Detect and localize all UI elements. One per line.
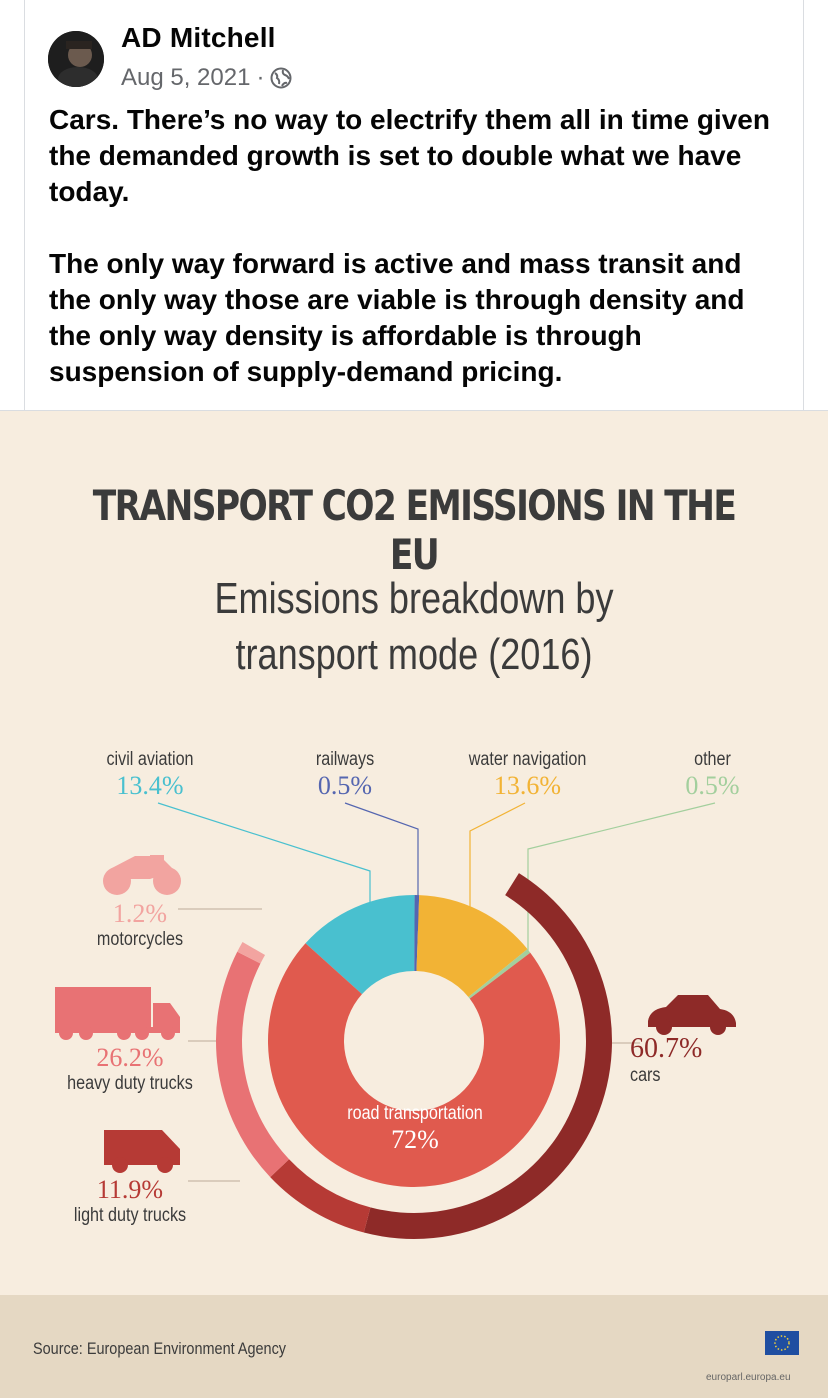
post-body: Cars. There’s no way to electrify them a… — [49, 102, 789, 426]
chart-subtitle-line: transport mode (2016) — [235, 630, 593, 679]
heavy-truck-icon — [55, 987, 180, 1040]
outer-ring — [215, 873, 613, 1239]
label-name: light duty trucks — [73, 1205, 187, 1226]
ring-heavy-duty-trucks — [215, 951, 290, 1178]
globe-icon[interactable] — [270, 67, 292, 89]
post-meta: Aug 5, 2021 · — [121, 64, 292, 92]
author-name[interactable]: AD Mitchell — [121, 22, 276, 53]
label-pct: 1.2% — [112, 899, 168, 928]
label-civil-aviation: civil aviation 13.4% — [88, 749, 212, 801]
label-motorcycles: 1.2% motorcycles — [80, 899, 200, 951]
label-pct: 0.5% — [685, 771, 740, 800]
source-text: Source: European Environment Agency — [33, 1339, 287, 1358]
slice-railways — [414, 895, 420, 972]
label-road-transportation: road transportation 72% — [320, 1103, 510, 1155]
ring-motorcycles — [237, 942, 266, 964]
label-other: other 0.5% — [660, 749, 765, 801]
light-truck-icon — [104, 1130, 180, 1173]
label-railways: railways 0.5% — [290, 749, 400, 801]
label-pct: 13.4% — [116, 771, 184, 800]
site-url: europarl.europa.eu — [706, 1372, 791, 1383]
label-name: cars — [630, 1065, 661, 1086]
slice-road-transportation — [268, 943, 560, 1187]
label-pct: 72% — [391, 1125, 439, 1154]
ring-light-duty-trucks — [270, 1159, 371, 1233]
infographic-footer — [0, 1295, 828, 1398]
label-name: other — [694, 749, 731, 770]
label-pct: 26.2% — [96, 1043, 164, 1072]
label-heavy-duty-trucks: 26.2% heavy duty trucks — [45, 1043, 215, 1095]
label-name: motorcycles — [96, 929, 184, 950]
label-name: civil aviation — [106, 749, 194, 770]
inner-donut — [268, 895, 560, 1187]
label-cars: 60.7% cars — [630, 1033, 750, 1087]
label-pct: 0.5% — [317, 771, 373, 800]
label-name: water navigation — [468, 749, 587, 770]
label-name: heavy duty trucks — [67, 1073, 193, 1094]
chart-subtitle-line: Emissions breakdown by — [214, 574, 614, 623]
slice-civil-aviation — [305, 895, 415, 995]
label-name: road transportation — [347, 1103, 483, 1124]
label-pct: 13.6% — [493, 771, 562, 800]
label-water-navigation: water navigation 13.6% — [455, 749, 600, 801]
label-name: railways — [315, 749, 375, 770]
donut-chart — [55, 802, 736, 1239]
car-icon — [648, 995, 736, 1035]
divider — [0, 410, 828, 411]
post-paragraph: The only way forward is active and mass … — [49, 248, 745, 387]
eu-flag-icon — [765, 1331, 799, 1355]
label-light-duty-trucks: 11.9% light duty trucks — [55, 1175, 205, 1227]
leader-line-other — [527, 802, 716, 951]
chart-subtitle: Emissions breakdown by transport mode (2… — [75, 571, 754, 683]
label-pct: 11.9% — [96, 1175, 164, 1204]
post-paragraph: Cars. There’s no way to electrify them a… — [49, 104, 770, 207]
post-date[interactable]: Aug 5, 2021 — [121, 64, 251, 91]
facebook-post: AD Mitchell Aug 5, 2021 · Cars. There’s … — [24, 0, 804, 410]
label-pct: 60.7% — [630, 1033, 703, 1064]
meta-separator: · — [256, 64, 265, 91]
chart-title: TRANSPORT CO2 EMISSIONS IN THE EU — [92, 481, 737, 579]
motorcycle-icon — [103, 855, 181, 895]
ring-cars — [363, 873, 613, 1239]
avatar[interactable] — [48, 31, 104, 87]
slice-other — [468, 949, 531, 999]
infographic-image[interactable]: TRANSPORT CO2 EMISSIONS IN THE EU Emissi… — [0, 411, 828, 1398]
leader-line-water-navigation — [469, 802, 526, 911]
slice-water-navigation — [416, 895, 528, 997]
